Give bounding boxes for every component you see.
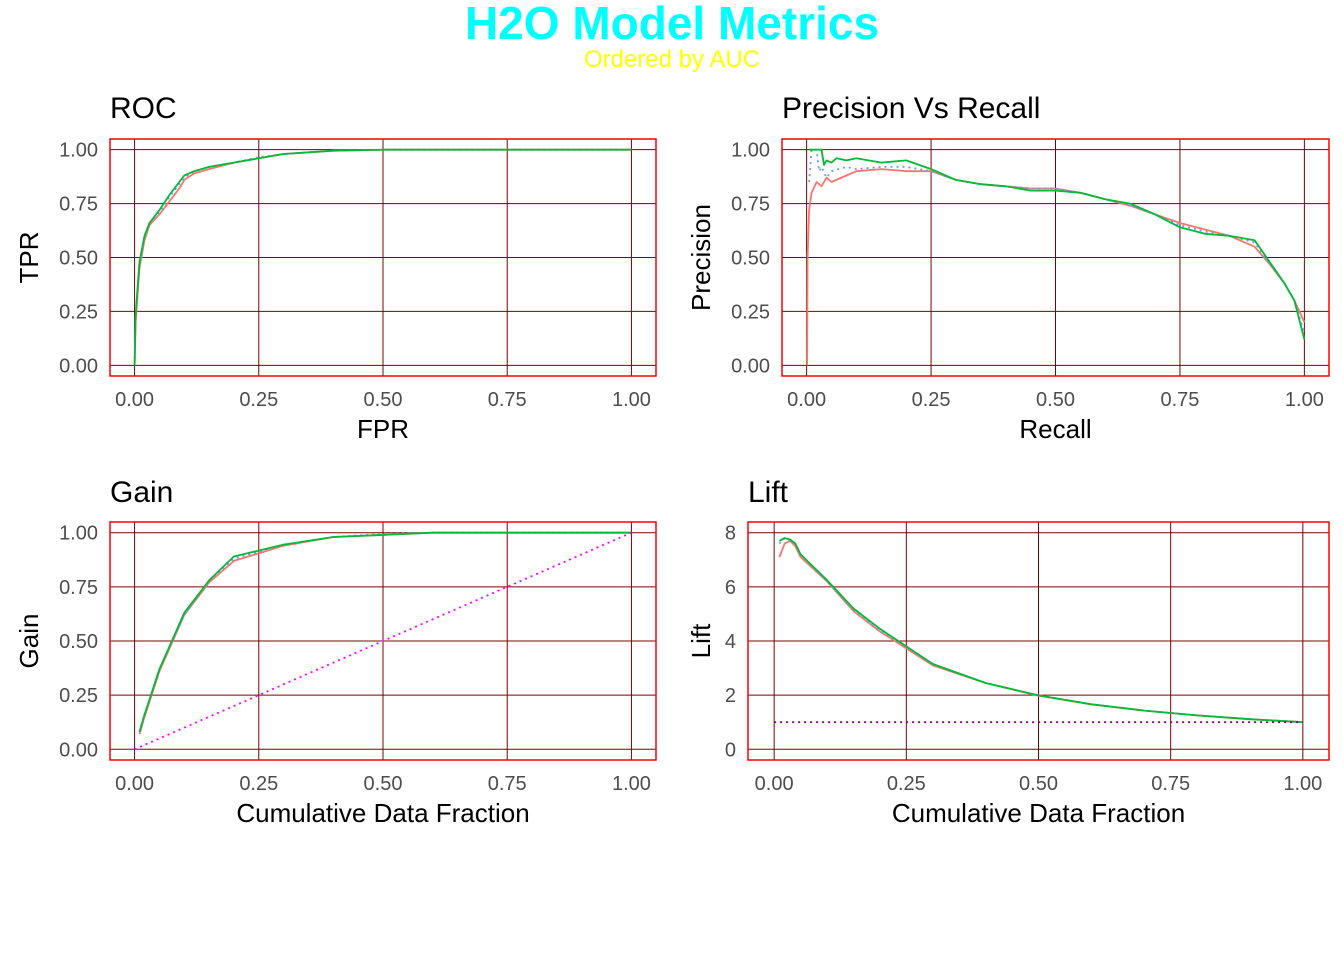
x-tick-label: 0.75 (1151, 773, 1190, 795)
series-line-2 (138, 531, 632, 733)
x-tick-label: 0.00 (115, 389, 154, 411)
x-tick-label: 0.00 (755, 773, 794, 795)
panel-border (747, 521, 1330, 761)
panel-title: Precision Vs Recall (782, 92, 1040, 125)
series-line-3 (138, 531, 632, 733)
y-tick-label: 1.00 (59, 140, 98, 162)
chart-gain: 0.00 0.25 0.50 0.75 1.00 0.00 0.25 0.50 0.75 1.00… (14, 476, 657, 828)
chart-lift: 0.00 0.25 0.50 0.75 1.00 0 2 4 6 8 Lift Cumulative … (686, 476, 1330, 828)
panel-border (109, 521, 657, 761)
chart-pr: 0.00 0.25 0.50 0.75 1.00 0.00 0.25 0.50 0.75 1.00… (686, 92, 1330, 444)
y-tick-label: 4 (725, 631, 736, 653)
y-axis-label: Precision (686, 204, 716, 311)
x-axis-label: Recall (1019, 414, 1091, 444)
panel-border (781, 138, 1330, 377)
y-axis-label: Gain (14, 614, 44, 669)
main-title: H2O Model Metrics (464, 0, 880, 49)
x-tick-label: 0.25 (239, 773, 278, 795)
y-axis-label: TPR (14, 232, 44, 284)
x-axis-label: FPR (357, 414, 409, 444)
x-tick-label: 0.25 (239, 389, 278, 411)
y-tick-label: 1.00 (731, 140, 770, 162)
x-tick-label: 0.25 (912, 389, 951, 411)
y-tick-label: 0.50 (731, 248, 770, 270)
series-line-3 (809, 148, 1306, 340)
y-tick-label: 0.50 (59, 248, 98, 270)
x-tick-label: 0.00 (787, 389, 826, 411)
y-tick-label: 0.00 (59, 739, 98, 761)
x-tick-label: 0.25 (887, 773, 926, 795)
panel-title: ROC (110, 92, 177, 125)
series-line-1 (138, 531, 632, 735)
x-tick-label: 0.50 (364, 773, 403, 795)
y-tick-label: 0.75 (59, 577, 98, 599)
x-axis-label: Cumulative Data Fraction (236, 798, 529, 828)
y-tick-label: 6 (725, 577, 736, 599)
y-tick-label: 1.00 (59, 523, 98, 545)
series-line-3 (133, 148, 632, 366)
series-line-2 (808, 148, 1306, 334)
series-line-3 (778, 537, 1303, 724)
y-tick-label: 8 (725, 523, 736, 545)
y-axis-label: Lift (686, 623, 716, 658)
y-tick-label: 2 (725, 685, 736, 707)
series-line-2 (778, 537, 1303, 724)
y-tick-label: 0.00 (59, 355, 98, 377)
panel-title: Gain (110, 476, 173, 509)
x-tick-label: 0.50 (1019, 773, 1058, 795)
x-tick-label: 0.75 (1160, 389, 1199, 411)
y-tick-label: 0.75 (731, 194, 770, 216)
x-tick-label: 0.75 (488, 389, 527, 411)
panel-border (109, 138, 657, 377)
y-tick-label: 0.00 (731, 355, 770, 377)
y-tick-label: 0.25 (731, 301, 770, 323)
series-line-4 (134, 531, 632, 751)
chart-roc: 0.00 0.25 0.50 0.75 1.00 0.00 0.25 0.50 0.75 1.00… (14, 92, 657, 444)
y-tick-label: 0 (725, 739, 736, 761)
x-axis-label: Cumulative Data Fraction (892, 798, 1185, 828)
x-tick-label: 0.75 (488, 773, 527, 795)
main-subtitle: Ordered by AUC (583, 46, 761, 73)
x-tick-label: 1.00 (1285, 389, 1324, 411)
x-tick-label: 0.50 (364, 389, 403, 411)
x-tick-label: 1.00 (612, 389, 651, 411)
panel-title: Lift (748, 476, 789, 509)
y-tick-label: 0.25 (59, 685, 98, 707)
x-tick-label: 0.50 (1036, 389, 1075, 411)
x-tick-label: 0.00 (115, 773, 154, 795)
y-tick-label: 0.50 (59, 631, 98, 653)
y-tick-label: 0.25 (59, 301, 98, 323)
y-tick-label: 0.75 (59, 194, 98, 216)
x-tick-label: 1.00 (1283, 773, 1322, 795)
x-tick-label: 1.00 (612, 773, 651, 795)
